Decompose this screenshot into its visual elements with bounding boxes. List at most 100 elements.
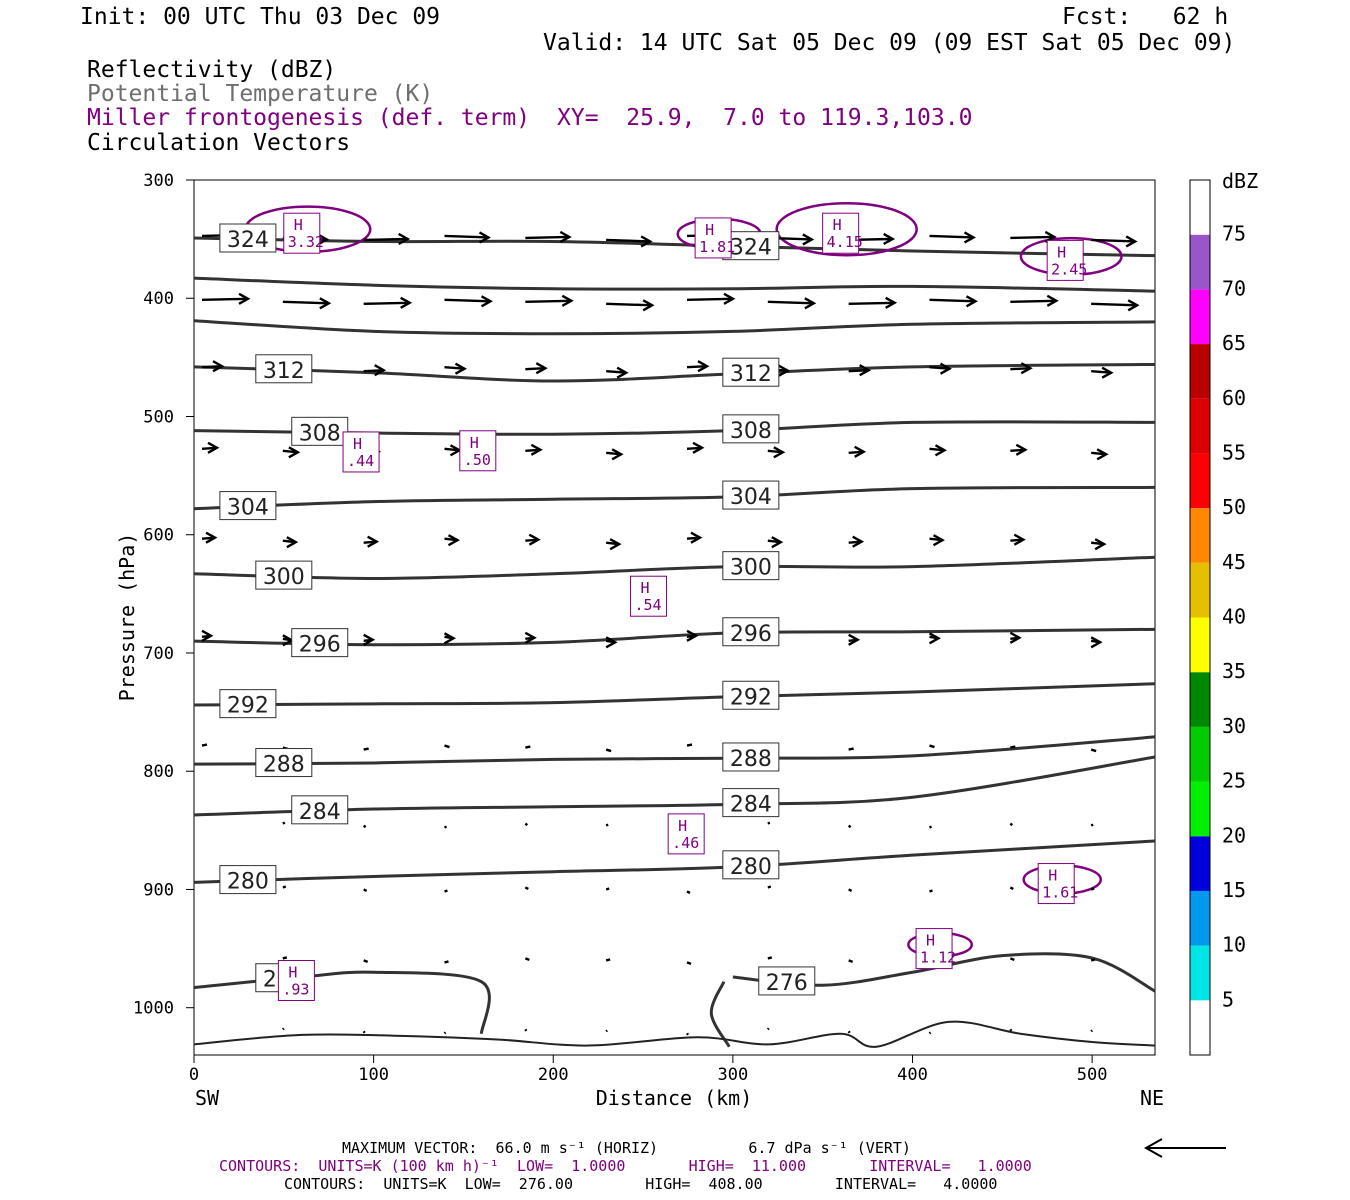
- frontogenesis-max-marker: H: [470, 434, 479, 452]
- colorbar-level-label: 60: [1222, 386, 1246, 410]
- circulation-vector: [1091, 299, 1140, 312]
- theta-contour-label: 284: [730, 793, 772, 818]
- circulation-vector: [928, 632, 941, 645]
- colorbar-level-label: 25: [1222, 769, 1246, 793]
- theta-contour-label-box: [722, 680, 780, 710]
- circulation-vector: [1009, 631, 1022, 644]
- circulation-vector: [606, 448, 624, 461]
- circulation-vector: [1091, 235, 1138, 248]
- theta-contour-label-box: [219, 865, 277, 895]
- circulation-vector: [606, 235, 653, 248]
- theta-contour-label-box: [722, 742, 780, 772]
- x-left-endpoint-label: SW: [195, 1086, 220, 1110]
- theta-contour: [709, 981, 731, 1048]
- circulation-vector: [605, 1029, 609, 1033]
- colorbar-swatch: [1190, 836, 1210, 891]
- circulation-vector: [363, 747, 369, 751]
- y-tick-label: 900: [143, 880, 174, 900]
- frontogenesis-max-marker: H: [678, 817, 687, 835]
- theta-contour-label-box: [255, 748, 313, 778]
- circulation-vector: [605, 887, 610, 891]
- theta-contour-label: 276: [766, 971, 808, 996]
- frontogenesis-max-marker: H: [926, 932, 935, 950]
- circulation-vector: [1091, 538, 1107, 551]
- colorbar-swatch: [1190, 726, 1210, 782]
- colorbar-frame: [1189, 179, 1211, 1056]
- frontogenesis-max-box: [667, 813, 705, 855]
- circulation-vector: [686, 441, 705, 454]
- theta-contour-label-box: [722, 850, 780, 880]
- circulation-vector: [282, 446, 301, 459]
- theta-contour-label: 292: [227, 694, 269, 719]
- colorbar-swatch: [1190, 453, 1210, 509]
- circulation-vector: [686, 890, 691, 895]
- circulation-vector: [848, 535, 865, 548]
- theta-contour: [194, 735, 1155, 766]
- circulation-vector: [525, 533, 541, 546]
- circulation-vector: [282, 536, 299, 549]
- colorbar-level-label: 30: [1222, 714, 1246, 738]
- frontogenesis-max-marker: H: [353, 435, 362, 453]
- circulation-vector: [605, 958, 611, 962]
- x-tick-label: 400: [897, 1065, 928, 1085]
- circulation-vector: [362, 824, 367, 829]
- theta-contour-label: 280: [227, 870, 269, 895]
- valid-time: Valid: 14 UTC Sat 05 Dec 09 (09 EST Sat …: [543, 30, 1236, 56]
- circulation-vector: [606, 299, 655, 312]
- circulation-vector: [1009, 957, 1015, 962]
- cross-section-endpoints: XY= 25.9, 7.0 to 119.3,103.0: [557, 105, 973, 131]
- circulation-vector: [201, 292, 251, 305]
- circulation-vector: [1091, 366, 1114, 379]
- theta-contour-label-box: [255, 560, 313, 590]
- init-time: Init: 00 UTC Thu 03 Dec 09: [80, 4, 441, 30]
- frontogenesis-max-value: 1.81: [699, 238, 735, 256]
- circulation-vector: [686, 360, 710, 373]
- theta-contour: [194, 627, 1155, 647]
- circulation-vector: [524, 886, 529, 891]
- circulation-vector: [525, 230, 572, 243]
- circulation-vector: [363, 296, 413, 309]
- frontogenesis-max-value: 1.61: [1042, 884, 1078, 902]
- theta-contour-label-box: [219, 491, 277, 521]
- theta-contour-label: 296: [299, 633, 341, 658]
- theta-contour: [194, 362, 1155, 383]
- colorbar-swatch: [1190, 1000, 1210, 1055]
- colorbar-swatch: [1190, 508, 1210, 563]
- theta-contour-label-box: [722, 617, 780, 647]
- colorbar-swatch: [1190, 398, 1210, 454]
- colorbar-swatch: [1190, 344, 1210, 399]
- plot-frame: [193, 179, 1156, 1056]
- circulation-vector: [929, 444, 947, 457]
- colorbar-level-label: 65: [1222, 331, 1246, 355]
- circulation-vector: [767, 885, 772, 889]
- theta-contour: [194, 970, 491, 1034]
- max-vector-note: MAXIMUM VECTOR: 66.0 m s⁻¹ (HORIZ) 6.7 d…: [342, 1139, 911, 1157]
- y-tick-label: 700: [143, 644, 174, 664]
- circulation-vector: [767, 536, 784, 549]
- circulation-vector: [524, 957, 530, 962]
- colorbar-level-label: 15: [1222, 878, 1246, 902]
- frontogenesis-max-value: .54: [634, 596, 661, 614]
- circulation-vector: [929, 295, 978, 308]
- circulation-vector: [1090, 887, 1095, 891]
- theta-contour-note: CONTOURS: UNITS=K LOW= 276.00 HIGH= 408.…: [284, 1175, 998, 1193]
- circulation-vector: [929, 231, 976, 244]
- circulation-vector: [605, 636, 618, 649]
- circulation-vector: [363, 633, 376, 646]
- circulation-vector: [1010, 443, 1028, 456]
- colorbar-swatch: [1190, 617, 1210, 673]
- theta-contour-label: 288: [263, 753, 305, 778]
- circulation-vector: [848, 633, 861, 646]
- circulation-vector: [848, 747, 854, 751]
- colorbar-level-label: 40: [1222, 605, 1246, 629]
- circulation-vector: [444, 295, 493, 308]
- x-axis-label: Distance (km): [596, 1086, 753, 1110]
- forecast-hour: Fcst: 62 h: [1062, 4, 1229, 30]
- circulation-vector: [1090, 823, 1094, 827]
- circulation-vector: [444, 744, 450, 749]
- circulation-vector: [363, 535, 380, 548]
- colorbar-level-label: 45: [1222, 550, 1246, 574]
- theta-contour-label: 304: [227, 496, 269, 521]
- circulation-vector: [1010, 362, 1033, 375]
- theta-contour-label: 284: [299, 800, 341, 825]
